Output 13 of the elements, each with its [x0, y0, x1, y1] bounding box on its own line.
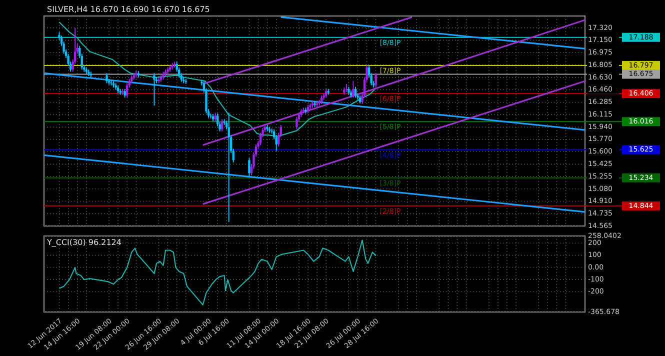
candlestick	[248, 158, 250, 178]
candlestick	[259, 132, 262, 146]
candlestick	[228, 112, 230, 223]
candlestick	[352, 80, 354, 98]
candlestick	[374, 72, 377, 88]
candlestick	[220, 118, 224, 132]
candlestick	[106, 72, 108, 84]
chart-title: Y_CCI(30) 96.2124	[46, 238, 122, 247]
candlestick	[126, 82, 128, 98]
candlestick	[354, 86, 357, 98]
candlestick	[153, 72, 156, 106]
chart-title: SILVER,H4 16.670 16.690 16.670 16.675	[47, 5, 210, 14]
candlestick	[296, 116, 298, 130]
